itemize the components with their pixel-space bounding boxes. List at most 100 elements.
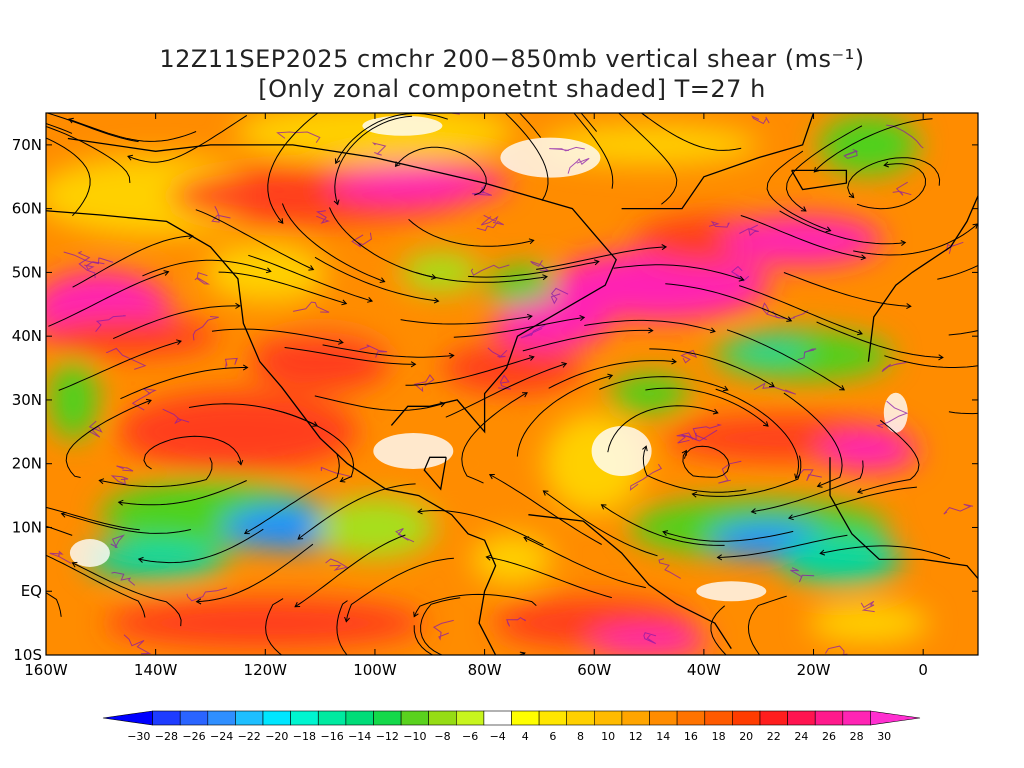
shear-blob bbox=[400, 252, 481, 293]
streamline bbox=[46, 554, 146, 618]
colorbar-max-arrow bbox=[870, 710, 921, 726]
streamline bbox=[265, 598, 284, 655]
colorbar-swatch bbox=[455, 710, 485, 726]
streamline-arrow bbox=[519, 651, 526, 655]
low-shear-patch bbox=[69, 539, 110, 567]
streamline-arrow bbox=[520, 25, 525, 30]
streamline bbox=[267, 113, 318, 224]
colorbar-swatch bbox=[373, 710, 402, 726]
colorbar-label: −28 bbox=[155, 730, 178, 743]
streamline-arrow bbox=[235, 302, 241, 309]
colorbar-swatch bbox=[262, 710, 291, 726]
streamline bbox=[413, 593, 537, 617]
shear-contour bbox=[498, 374, 511, 390]
streamline bbox=[400, 315, 532, 325]
lon-tick-label: 100W bbox=[353, 661, 397, 679]
colorbar-swatch bbox=[290, 710, 319, 726]
low-shear-patch bbox=[883, 392, 908, 433]
streamline-arrow bbox=[624, 99, 629, 104]
colorbar-swatch bbox=[428, 710, 457, 726]
longitude-axis: 160W 140W 120W 100W 80W 60W 40W 20W 0 bbox=[24, 113, 928, 679]
streamline bbox=[816, 321, 943, 358]
colorbar-label: −18 bbox=[293, 730, 316, 743]
streamline bbox=[640, 113, 742, 151]
streamline bbox=[948, 330, 978, 336]
streamline bbox=[726, 329, 845, 391]
streamline-arrow bbox=[433, 297, 440, 304]
streamline-arrow bbox=[787, 514, 794, 521]
shear-contour bbox=[860, 600, 875, 613]
streamline bbox=[417, 509, 544, 546]
shear-blob bbox=[46, 316, 219, 357]
streamline-arrow bbox=[607, 373, 614, 380]
shear-contour bbox=[49, 550, 72, 564]
streamline bbox=[468, 261, 599, 278]
lat-tick-label: 10N bbox=[12, 518, 42, 536]
lat-tick-label: 60N bbox=[12, 200, 42, 218]
coastline bbox=[423, 456, 447, 491]
shear-blob bbox=[48, 359, 99, 440]
lon-tick-label: 140W bbox=[134, 661, 178, 679]
streamline bbox=[813, 118, 933, 173]
streamline-arrow bbox=[722, 385, 729, 392]
streamline-arrow bbox=[417, 508, 423, 515]
shear-contour bbox=[162, 408, 190, 424]
streamline-arrow bbox=[542, 490, 549, 496]
shear-contour bbox=[943, 503, 974, 515]
shear-contour bbox=[432, 619, 454, 641]
shear-contour bbox=[824, 645, 848, 655]
streamline-arrow bbox=[794, 473, 800, 480]
shear-contour bbox=[105, 347, 147, 370]
streamline bbox=[46, 113, 139, 143]
colorbar-swatch bbox=[649, 710, 678, 726]
streamline bbox=[46, 137, 91, 217]
colorbar-label: −22 bbox=[238, 730, 261, 743]
streamline-arrow bbox=[642, 445, 648, 452]
streamline bbox=[113, 305, 240, 340]
shear-contour bbox=[110, 475, 129, 485]
colorbar-swatch bbox=[400, 710, 430, 726]
colorbar-label: 12 bbox=[629, 730, 643, 743]
shear-blob bbox=[328, 163, 509, 204]
colorbar-swatch bbox=[787, 710, 816, 726]
streamline bbox=[617, 113, 678, 205]
shear-contour bbox=[530, 260, 550, 272]
shear-contour bbox=[395, 528, 415, 543]
streamline-arrow bbox=[237, 459, 244, 466]
shear-contour bbox=[550, 287, 569, 305]
shear-contour bbox=[790, 567, 815, 583]
streamline-arrow bbox=[600, 504, 607, 510]
streamline bbox=[536, 246, 667, 270]
streamline bbox=[284, 347, 416, 365]
streamline bbox=[519, 113, 542, 138]
low-shear-patch bbox=[362, 115, 443, 136]
streamline-arrow bbox=[848, 192, 855, 199]
shear-contour bbox=[63, 251, 114, 265]
shear-contour bbox=[751, 115, 770, 125]
low-shear-patch bbox=[500, 137, 601, 178]
shear-contour bbox=[718, 460, 742, 484]
streamline bbox=[211, 328, 343, 344]
streamline-arrow bbox=[938, 354, 944, 361]
streamline bbox=[329, 207, 436, 279]
streamline bbox=[747, 595, 787, 655]
colorbar-swatch bbox=[676, 710, 705, 726]
shear-contour bbox=[487, 347, 508, 358]
streamline bbox=[120, 367, 248, 400]
low-shear-patch bbox=[591, 426, 652, 476]
streamline-arrow bbox=[567, 17, 572, 21]
colorbar-label: 26 bbox=[822, 730, 836, 743]
colorbar: −30 −28 −26 −24 −22 −20 −18 −16 −14 −12 −10 −8 −6 −4 4… bbox=[102, 710, 921, 743]
coastline bbox=[867, 195, 978, 362]
shear-contour bbox=[886, 124, 924, 149]
streamline bbox=[127, 114, 248, 163]
streamline-arrow bbox=[716, 554, 723, 561]
streamline-arrow bbox=[691, 491, 698, 498]
streamline bbox=[405, 356, 534, 386]
streamline-arrow bbox=[778, 696, 783, 701]
shear-contour bbox=[292, 301, 330, 313]
streamline bbox=[196, 543, 314, 603]
shear-blob bbox=[589, 627, 710, 655]
shear-contour bbox=[797, 348, 817, 361]
shear-blob bbox=[488, 265, 558, 306]
